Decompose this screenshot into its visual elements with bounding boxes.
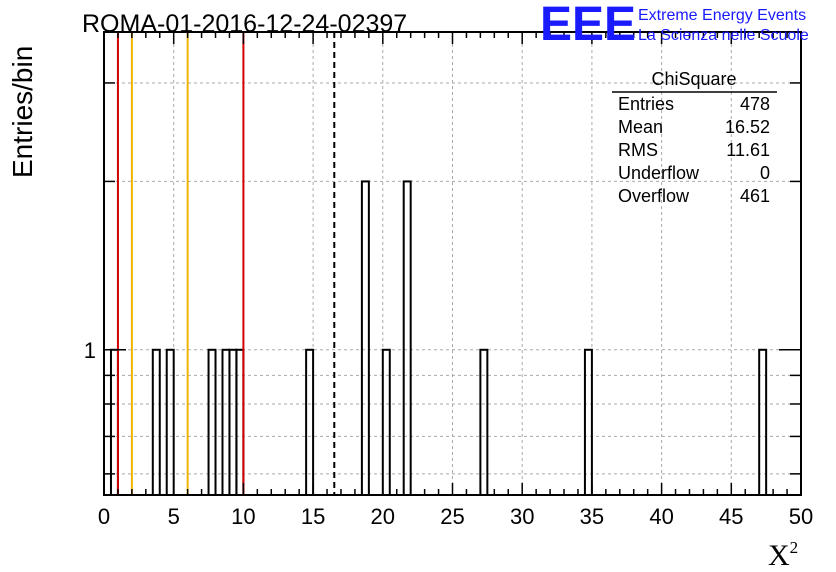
stats-box: ChiSquare Entries 478 Mean 16.52 RMS 11.61 Und… [612,69,777,206]
x-tick-label: 45 [719,504,743,529]
histogram-bar [479,348,489,497]
x-tick-label: 15 [301,504,325,529]
stats-value: 461 [740,186,770,206]
y-tick-label: 1 [84,338,96,363]
x-axis-label: X2 [768,538,798,572]
stats-label: RMS [618,140,658,160]
stats-value: 0 [760,163,770,183]
x-axis-label-sup: 2 [790,538,799,557]
stats-value: 16.52 [725,117,770,137]
x-tick-label: 50 [789,504,813,529]
stats-label: Overflow [618,186,690,206]
histogram-bar [165,348,175,497]
stats-value: 478 [740,94,770,114]
histogram-bars [109,180,768,497]
x-tick-label: 30 [510,504,534,529]
histogram-bar [151,348,161,497]
x-tick-label: 20 [371,504,395,529]
y-axis-label: Entries/bin [7,46,38,178]
x-axis-label-base: X [768,539,790,572]
x-tick-label: 5 [168,504,180,529]
chart-title: ROMA-01-2016-12-24-02397 [82,10,407,38]
histogram-bar [305,348,315,497]
stats-label: Entries [618,94,674,114]
histogram-bar [758,348,768,497]
eee-logo-line2: La Scienza nelle Scuole [638,27,809,44]
x-tick-label: 0 [98,504,110,529]
reference-lines [116,32,336,495]
axis-ticks: 0 5 10 15 20 25 30 35 40 45 50 1 [84,32,813,529]
x-tick-label: 25 [440,504,464,529]
stats-title: ChiSquare [651,69,736,89]
histogram-bar [235,348,245,497]
histogram-bar [207,348,217,497]
histogram-bar [228,348,238,497]
x-tick-label: 35 [580,504,604,529]
x-tick-label: 40 [649,504,673,529]
histogram-bar [221,348,231,497]
histogram-bar [381,348,391,497]
x-tick-label: 10 [231,504,255,529]
eee-logo-line1: Extreme Energy Events [638,7,806,24]
histogram-bar [583,348,593,497]
histogram-bar [360,180,370,496]
eee-logo-mark: EEE [540,0,636,51]
stats-label: Mean [618,117,663,137]
eee-logo: EEE Extreme Energy Events La Scienza nel… [540,0,809,51]
histogram-bar [402,180,412,496]
stats-value: 11.61 [726,140,770,160]
stats-label: Underflow [618,163,700,183]
